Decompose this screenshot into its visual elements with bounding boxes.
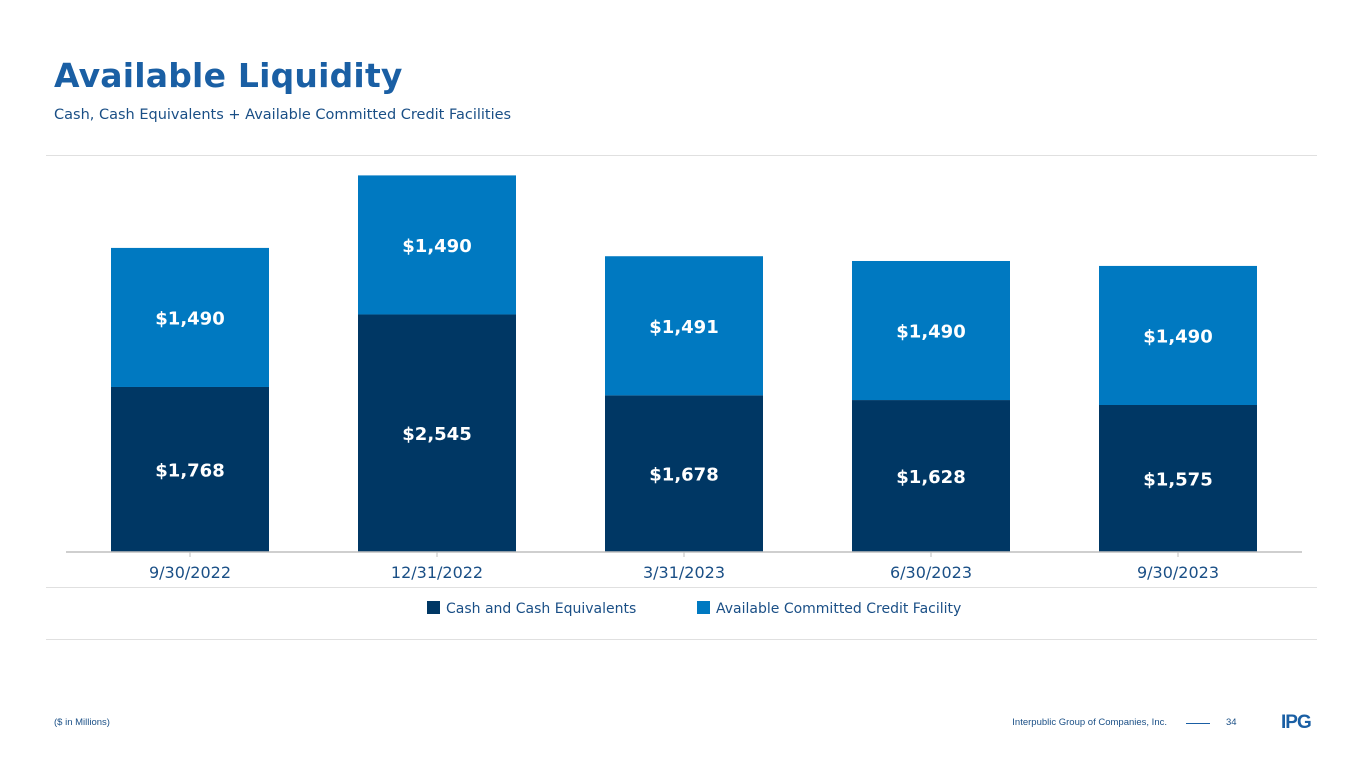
footer-line <box>1186 723 1210 724</box>
bar-cash-4 <box>1099 405 1257 552</box>
bar-cash-2 <box>605 395 763 552</box>
bar-credit-1 <box>358 175 516 315</box>
page-title: Available Liquidity <box>54 56 403 95</box>
bar-cash-0 <box>111 386 269 552</box>
legend-top-divider <box>46 587 1317 588</box>
stacked-bar-chart: $1,768 $1,490 9/30/2022 $2,545 $1,490 12/31/2… <box>66 175 1302 582</box>
data-label-credit-3: $1,490 <box>896 322 965 343</box>
bar-credit-2 <box>605 256 763 396</box>
legend-bottom-divider <box>46 639 1317 640</box>
page-number: 34 <box>1226 717 1237 728</box>
x-tick-label-0: 9/30/2022 <box>149 563 231 582</box>
legend-swatch-cash <box>427 601 440 614</box>
bar-credit-4 <box>1099 265 1257 405</box>
top-divider <box>46 155 1317 156</box>
legend-item-cash: Cash and Cash Equivalents <box>427 601 636 617</box>
data-label-cash-0: $1,768 <box>155 460 224 481</box>
bar-cash-3 <box>852 400 1010 552</box>
x-tick-label-3: 6/30/2023 <box>890 563 972 582</box>
bar-credit-0 <box>111 247 269 387</box>
data-label-cash-3: $1,628 <box>896 467 965 488</box>
data-label-credit-2: $1,491 <box>649 317 718 338</box>
x-tick-label-4: 9/30/2023 <box>1137 563 1219 582</box>
company-name: Interpublic Group of Companies, Inc. <box>1012 717 1167 728</box>
legend-label-cash: Cash and Cash Equivalents <box>446 601 637 617</box>
bar-credit-3 <box>852 260 1010 401</box>
x-tick-label-1: 12/31/2022 <box>391 563 483 582</box>
ipg-logo: IPG <box>1281 712 1312 733</box>
legend-item-credit: Available Committed Credit Facility <box>697 601 961 617</box>
data-label-credit-0: $1,490 <box>155 308 224 329</box>
units-footnote: ($ in Millions) <box>54 717 110 728</box>
legend-label-credit: Available Committed Credit Facility <box>716 601 962 617</box>
data-label-cash-1: $2,545 <box>402 424 471 445</box>
data-label-credit-4: $1,490 <box>1143 326 1212 347</box>
data-label-credit-1: $1,490 <box>402 236 471 257</box>
legend-swatch-credit <box>697 601 710 614</box>
x-tick-label-2: 3/31/2023 <box>643 563 725 582</box>
bar-cash-1 <box>358 314 516 552</box>
page-subtitle: Cash, Cash Equivalents + Available Commi… <box>54 107 512 123</box>
data-label-cash-4: $1,575 <box>1143 470 1212 491</box>
data-label-cash-2: $1,678 <box>649 465 718 486</box>
